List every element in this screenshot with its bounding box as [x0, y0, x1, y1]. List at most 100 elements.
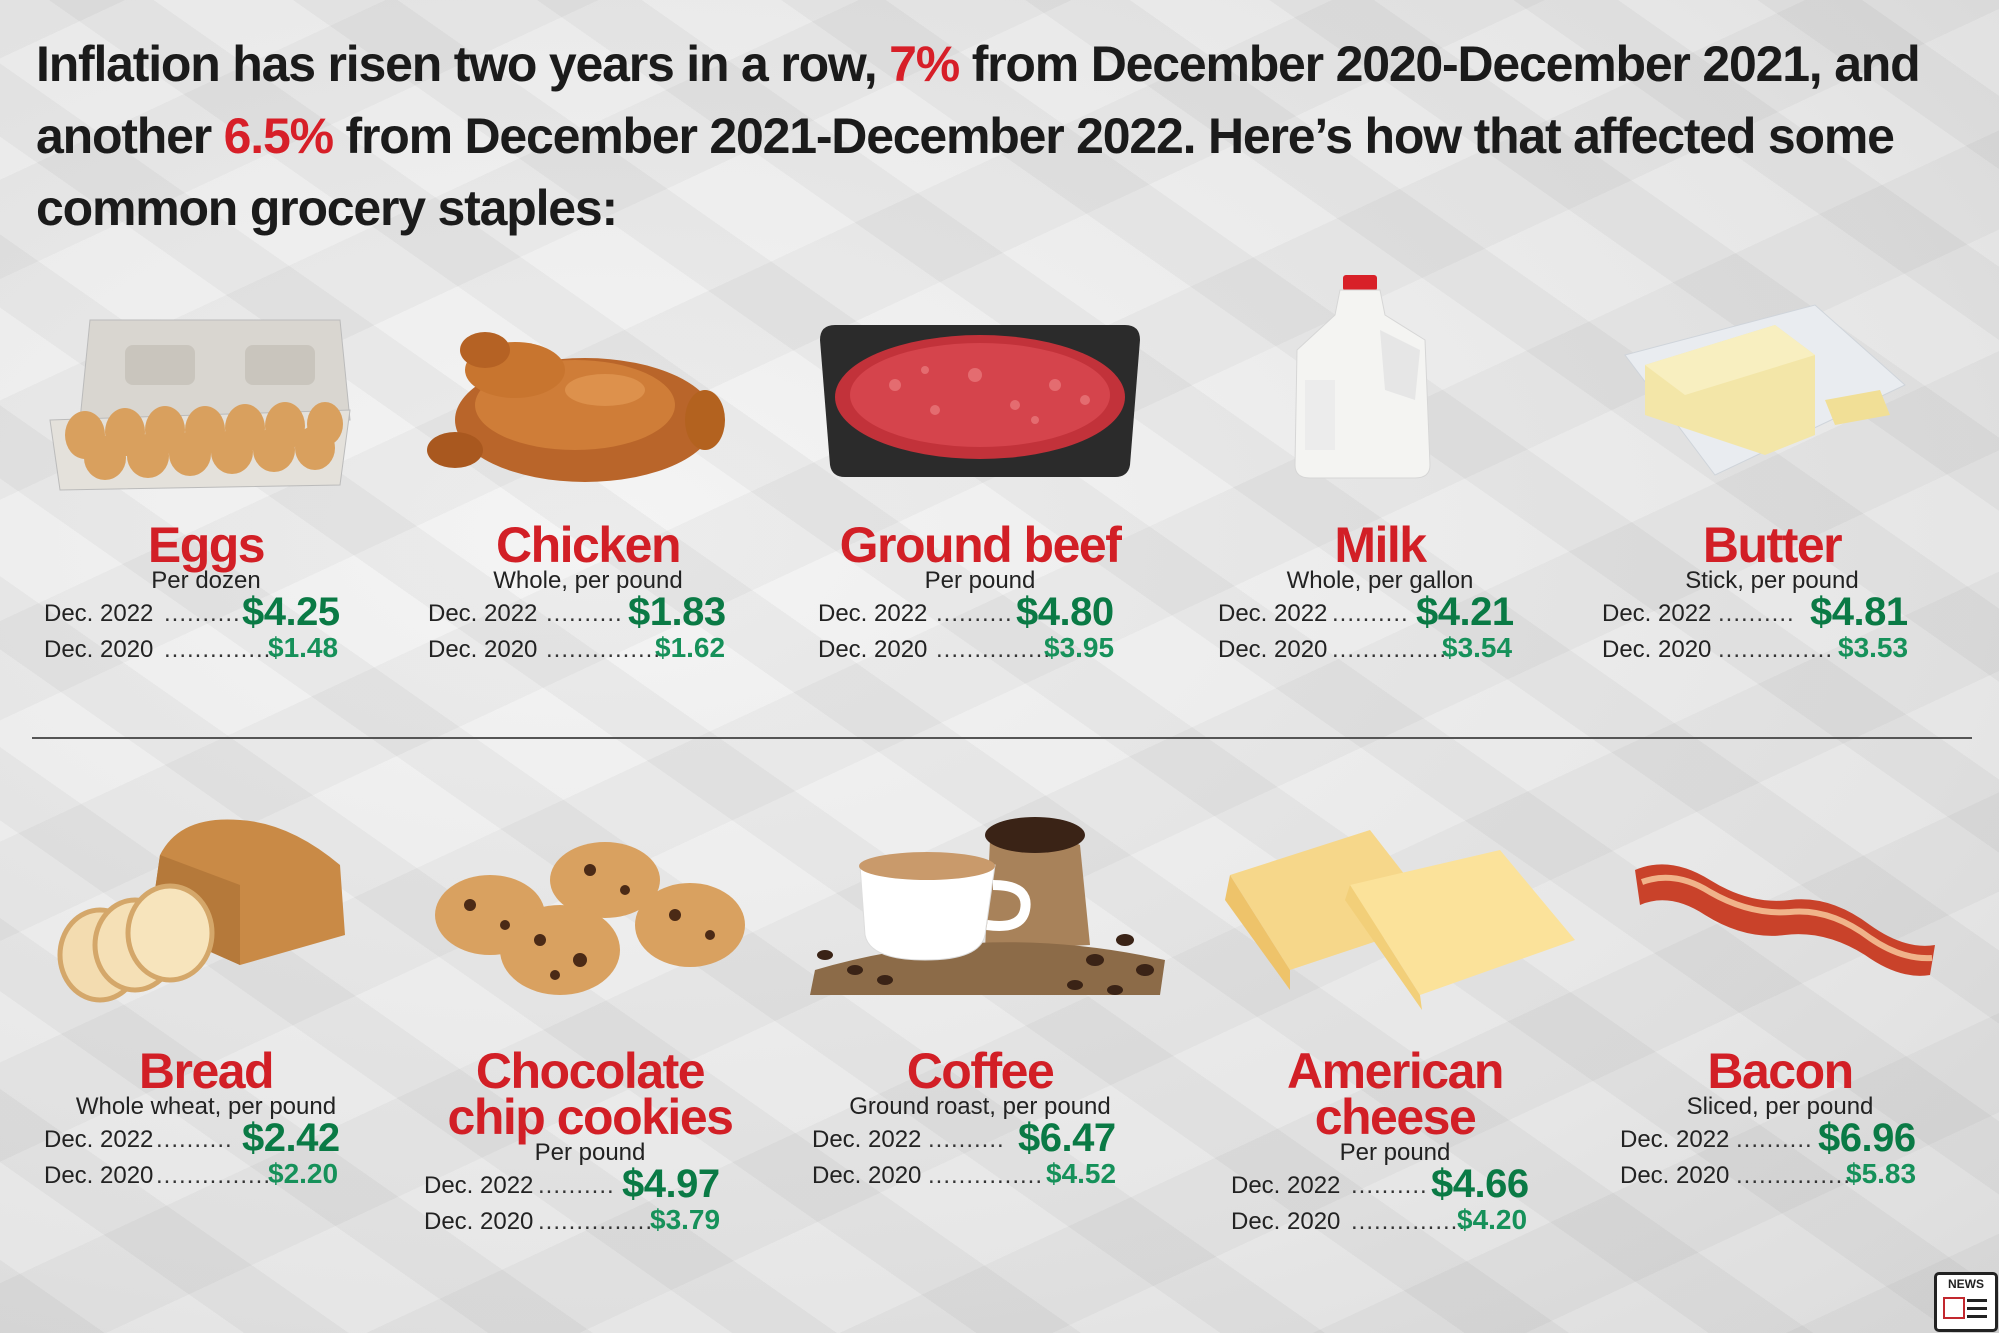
- price-dec-2020: $3.53: [1838, 632, 1909, 663]
- price-row-2020: Dec. 2020............... $1.48: [44, 632, 339, 663]
- price-dec-2022: $6.96: [1818, 1116, 1916, 1160]
- price-dec-2022: $4.97: [622, 1162, 720, 1206]
- item-name: Coffee: [906, 1043, 1055, 1099]
- date-label: Dec. 2022: [818, 600, 928, 627]
- item-name: Milk: [1334, 517, 1427, 573]
- item-name: Eggs: [147, 517, 266, 573]
- item-coffee: Coffee Ground roast, per pound Dec. 2022…: [790, 1043, 1170, 1192]
- item-unit: Stick, per pound: [1685, 567, 1859, 594]
- date-label: Dec. 2022: [44, 600, 154, 627]
- price-row-2022: Dec. 2022.......... $4.97: [424, 1162, 720, 1206]
- item-bacon: Bacon Sliced, per pound Dec. 2022.......…: [1590, 1043, 1970, 1192]
- item-name: Butter: [1702, 517, 1843, 573]
- coffee-image: [810, 817, 1165, 995]
- date-label: Dec. 2020: [424, 1208, 534, 1235]
- price-dec-2022: $4.81: [1810, 590, 1908, 634]
- price-dec-2022: $2.42: [242, 1116, 340, 1160]
- bread-image: [57, 819, 345, 1003]
- item-butter: Butter Stick, per pound Dec. 2022.......…: [1582, 517, 1962, 666]
- date-label: Dec. 2020: [1231, 1208, 1341, 1235]
- item-name: Bacon: [1707, 1043, 1854, 1099]
- price-dec-2020: $5.83: [1846, 1158, 1917, 1189]
- date-label: Dec. 2022: [1231, 1172, 1341, 1199]
- date-label: Dec. 2020: [812, 1162, 922, 1189]
- price-dec-2022: $6.47: [1018, 1116, 1116, 1160]
- item-name: Chocolate chip cookies: [447, 1043, 734, 1145]
- price-dec-2020: $3.95: [1044, 632, 1115, 663]
- date-label: Dec. 2020: [44, 636, 154, 663]
- item-unit: Per dozen: [151, 567, 261, 594]
- item-american-cheese: American cheese Per pound Dec. 2022.....…: [1195, 1043, 1595, 1238]
- date-label: Dec. 2022: [1602, 600, 1712, 627]
- item-ground-beef: Ground beef Per pound Dec. 2022.........…: [780, 517, 1180, 666]
- item-name: American cheese: [1287, 1043, 1504, 1145]
- price-row-2020: Dec. 2020............... $2.20: [44, 1158, 339, 1189]
- item-bread: Bread Whole wheat, per pound Dec. 2022..…: [16, 1043, 396, 1192]
- item-unit: Per pound: [1339, 1139, 1451, 1166]
- price-row-2020: Dec. 2020............... $5.83: [1620, 1158, 1917, 1189]
- price-row-2020: Dec. 2020............... $3.54: [1218, 632, 1513, 663]
- item-unit: Sliced, per pound: [1686, 1093, 1874, 1120]
- date-label: Dec. 2022: [44, 1126, 154, 1153]
- headline: Inflation has risen two years in a row, …: [36, 28, 1956, 244]
- price-row-2020: Dec. 2020............... $1.62: [428, 632, 726, 663]
- price-row-2020: Dec. 2020............... $3.95: [818, 632, 1115, 663]
- price-row-2020: Dec. 2020............... $3.53: [1602, 632, 1909, 663]
- american-cheese-image: [1225, 830, 1575, 1010]
- price-dec-2020: $4.52: [1046, 1158, 1117, 1189]
- item-eggs: Eggs Per dozen Dec. 2022.......... $4.25 …: [16, 517, 396, 666]
- price-row-2020: Dec. 2020............... $4.20: [1231, 1204, 1528, 1235]
- headline-pct-2: 6.5%: [223, 108, 334, 164]
- price-dec-2020: $1.62: [655, 632, 726, 663]
- headline-text-1: Inflation has risen two years in a row,: [36, 36, 890, 92]
- cookies-image: [435, 842, 745, 995]
- date-label: Dec. 2020: [818, 636, 928, 663]
- item-chicken: Chicken Whole, per pound Dec. 2022......…: [398, 517, 778, 666]
- date-label: Dec. 2020: [1602, 636, 1712, 663]
- price-dec-2020: $3.54: [1442, 632, 1513, 663]
- price-dec-2022: $1.83: [628, 590, 726, 634]
- date-label: Dec. 2020: [1620, 1162, 1730, 1189]
- price-dec-2020: $4.20: [1457, 1204, 1528, 1235]
- date-label: Dec. 2022: [1218, 600, 1328, 627]
- item-unit: Whole, per pound: [493, 567, 683, 594]
- badge-text: NEWS: [1948, 1277, 1984, 1291]
- price-dec-2022: $4.21: [1416, 590, 1514, 634]
- item-chocolate-chip-cookies: Chocolate chip cookies Per pound Dec. 20…: [400, 1043, 780, 1238]
- headline-pct-1: 7%: [889, 36, 960, 92]
- item-name: Bread: [138, 1043, 275, 1099]
- date-label: Dec. 2022: [1620, 1126, 1730, 1153]
- date-label: Dec. 2022: [424, 1172, 534, 1199]
- price-row-2022: Dec. 2022.......... $4.21: [1218, 590, 1514, 634]
- item-unit: Ground roast, per pound: [849, 1093, 1111, 1120]
- news-icon: NEWS: [1934, 1272, 1998, 1332]
- date-label: Dec. 2020: [44, 1162, 154, 1189]
- date-label: Dec. 2022: [428, 600, 538, 627]
- price-row-2022: Dec. 2022.......... $1.83: [428, 590, 726, 634]
- eggs-carton-image: [49, 319, 351, 491]
- headline-text-3: from December 2021-December 2022. Here’s…: [36, 108, 1895, 236]
- date-label: Dec. 2020: [1218, 636, 1328, 663]
- price-row-2022: Dec. 2022.......... $4.25: [44, 590, 340, 634]
- ground-beef-image: [820, 325, 1140, 477]
- item-name: Ground beef: [839, 517, 1122, 573]
- item-unit: Per pound: [924, 567, 1036, 594]
- chicken-image: [427, 332, 725, 482]
- price-row-2022: Dec. 2022.......... $4.66: [1231, 1162, 1529, 1206]
- item-name: Chicken: [495, 517, 682, 573]
- butter-image: [1624, 304, 1906, 476]
- price-dec-2022: $4.66: [1431, 1162, 1529, 1206]
- price-row-2022: Dec. 2022.......... $2.42: [44, 1116, 340, 1160]
- price-row-2022: Dec. 2022.......... $4.80: [818, 590, 1114, 634]
- price-dec-2020: $2.20: [268, 1158, 339, 1189]
- item-milk: Milk Whole, per gallon Dec. 2022........…: [1190, 517, 1570, 666]
- price-dec-2020: $3.79: [650, 1204, 721, 1235]
- item-unit: Whole, per gallon: [1286, 567, 1474, 594]
- price-row-2022: Dec. 2022.......... $6.96: [1620, 1116, 1916, 1160]
- headline-text-2: from December 2020-December 2021, and an…: [36, 36, 1921, 164]
- item-unit: Whole wheat, per pound: [75, 1093, 337, 1120]
- item-unit: Per pound: [534, 1139, 646, 1166]
- price-row-2020: Dec. 2020............... $3.79: [424, 1204, 721, 1235]
- price-dec-2022: $4.25: [242, 590, 340, 634]
- section-divider: [32, 737, 1972, 739]
